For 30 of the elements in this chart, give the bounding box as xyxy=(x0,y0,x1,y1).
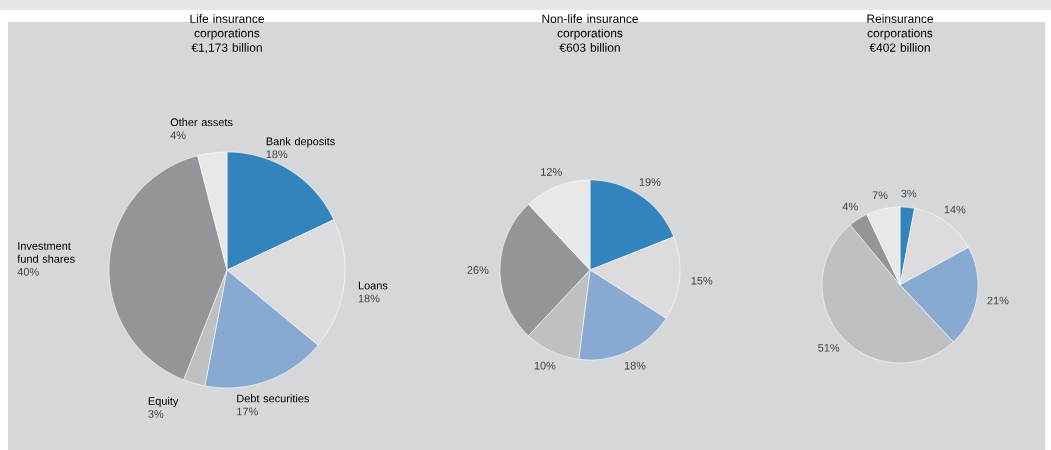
data-label: 26% xyxy=(467,266,489,274)
slice-label: Investment fund shares xyxy=(17,242,75,263)
data-label: 3% xyxy=(148,410,164,418)
slice-label: Other assets xyxy=(170,118,233,127)
data-label: 10% xyxy=(534,361,556,370)
data-label: 51% xyxy=(818,343,840,352)
slice-label: Bank deposits xyxy=(266,137,335,148)
data-label: 18% xyxy=(358,294,380,303)
data-label: 18% xyxy=(624,361,646,370)
data-label: 4% xyxy=(842,202,858,211)
data-label: 40% xyxy=(17,267,39,276)
data-label: 15% xyxy=(691,276,713,285)
chart-title: Life insurance corporations xyxy=(190,14,264,40)
slice-label: Equity xyxy=(148,396,179,408)
data-label: 3% xyxy=(901,189,917,198)
chart-subtitle: €1,173 billion xyxy=(191,43,262,54)
slice-label: Loans xyxy=(358,281,388,290)
data-label: 7% xyxy=(872,191,888,200)
chart-title: Reinsurance corporations xyxy=(867,14,934,40)
data-label: 18% xyxy=(266,150,288,159)
chart-subtitle: €603 billion xyxy=(559,43,620,52)
data-label: 19% xyxy=(639,178,661,186)
data-label: 17% xyxy=(237,407,258,416)
data-label: 14% xyxy=(944,205,966,214)
slice-label: Debt securities xyxy=(237,394,310,403)
data-label: 12% xyxy=(541,168,562,176)
chart-title: Non-life insurance corporations xyxy=(542,14,638,40)
data-label: 4% xyxy=(170,131,186,140)
data-label: 21% xyxy=(987,296,1009,305)
chart-subtitle: €402 billion xyxy=(869,43,930,52)
